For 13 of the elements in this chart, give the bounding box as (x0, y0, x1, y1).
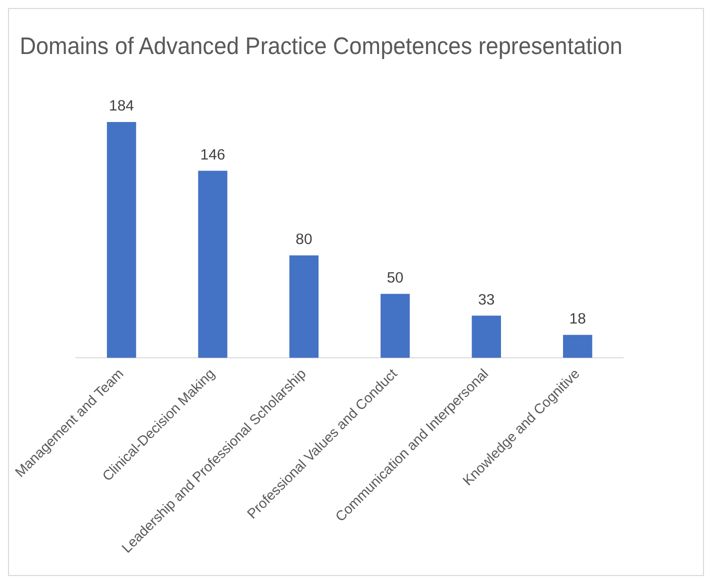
bar (198, 170, 228, 358)
bar (106, 122, 136, 358)
data-label: 50 (386, 270, 404, 286)
data-label: 18 (569, 310, 586, 328)
chart-title: Domains of Advanced Practice Competences representation (20, 32, 622, 60)
data-label: 33 (478, 291, 495, 308)
data-label: 184 (109, 98, 134, 115)
bar (563, 334, 592, 358)
data-label: 80 (296, 231, 312, 248)
bar (472, 316, 501, 358)
bar (289, 255, 319, 358)
data-label: 146 (200, 146, 226, 164)
bar (380, 294, 410, 358)
